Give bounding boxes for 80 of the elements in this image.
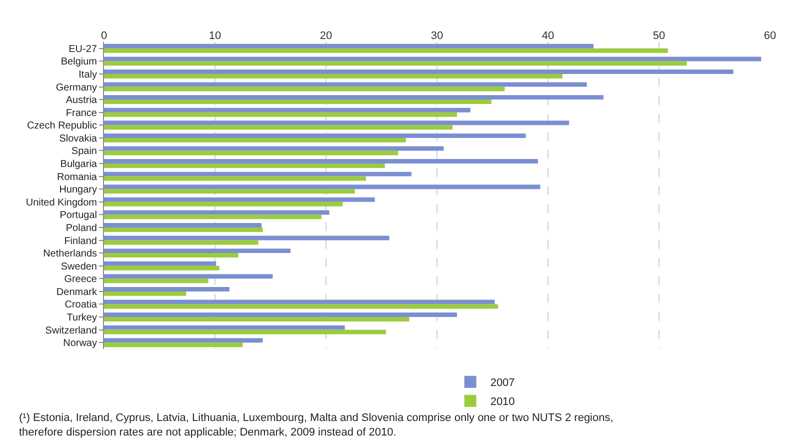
bar: [104, 202, 343, 206]
bar: [104, 312, 457, 318]
y-tick-label: Portugal: [60, 210, 97, 222]
bar: [104, 236, 390, 240]
bar: [104, 286, 230, 292]
bar: [104, 278, 208, 284]
y-tick-label: Denmark: [56, 286, 98, 298]
bar: [104, 150, 398, 156]
y-tick-label: United Kingdom: [26, 197, 97, 208]
y-tick-label: Turkey: [66, 312, 97, 324]
bar: [104, 266, 220, 270]
bar: [104, 189, 355, 194]
bar: [104, 159, 538, 164]
bar: [104, 223, 262, 228]
y-tick-label: Romania: [56, 172, 98, 183]
bar: [104, 338, 263, 343]
y-tick-label: Italy: [78, 69, 97, 80]
x-tick-label: 10: [208, 30, 222, 42]
y-tick-label: Norway: [63, 338, 97, 350]
y-tick-label: Hungary: [59, 184, 97, 196]
bar: [104, 210, 330, 215]
x-tick-label: 60: [764, 30, 776, 42]
bar: [104, 138, 406, 142]
y-tick-label: Belgium: [60, 56, 97, 68]
bar: [104, 261, 216, 266]
bar: [104, 100, 492, 104]
y-tick-label: Poland: [66, 222, 97, 234]
bar: [104, 44, 594, 48]
bar: [104, 125, 453, 130]
y-tick-label: Switzerland: [45, 325, 97, 336]
bar: [104, 82, 587, 87]
x-tick-label: 50: [652, 30, 666, 42]
bar: [104, 112, 457, 117]
bar: [104, 274, 273, 279]
bar: [104, 227, 263, 232]
bar: [104, 48, 668, 53]
y-tick-label: Croatia: [64, 300, 98, 311]
y-tick-label: Spain: [71, 146, 97, 158]
bar: [104, 56, 762, 62]
bar: [104, 74, 562, 78]
legend-label: 2007: [490, 377, 515, 390]
y-tick-label: Netherlands: [43, 248, 97, 260]
y-tick-label: Bulgaria: [60, 159, 98, 170]
bar: [104, 253, 238, 258]
bar: [104, 86, 505, 92]
x-tick-label: 40: [542, 30, 554, 42]
y-tick-label: Finland: [64, 236, 97, 247]
bar: [104, 330, 386, 334]
bar: [104, 176, 366, 181]
x-tick-label: 0: [100, 30, 108, 42]
y-tick-label: Greece: [64, 274, 98, 286]
bar: [104, 120, 570, 126]
bar: [104, 325, 345, 330]
y-tick-label: Slovakia: [59, 133, 98, 144]
bar: [104, 197, 375, 202]
bar: [104, 184, 540, 190]
bar: [104, 164, 385, 168]
y-tick-label: Sweden: [60, 261, 97, 272]
y-tick-label: France: [66, 108, 98, 119]
x-tick-label: 30: [430, 30, 444, 42]
bar: [104, 172, 412, 176]
bar: [104, 291, 186, 296]
y-tick-label: EU-27: [68, 44, 98, 55]
text: (¹) Estonia, Ireland, Cyprus, Latvia, Lithuania, Luxembourg, Malta and Slovenia comprise only one or two NUTS 2 regions, therefore dispersion rates are not applicable; Denmark, 2009 instead of 2010.: [19, 412, 614, 438]
y-tick-label: Germany: [56, 82, 97, 94]
bar: [104, 108, 470, 112]
bar: [104, 95, 604, 100]
bar: [104, 304, 498, 309]
x-tick-label: 20: [320, 30, 332, 42]
bar: [104, 61, 687, 66]
bar: [104, 317, 410, 322]
bar: [104, 214, 322, 220]
bar: [104, 70, 734, 74]
bar: [104, 248, 290, 254]
bar: [104, 133, 526, 138]
y-tick-label: Austria: [66, 95, 98, 106]
legend-label: 2010: [490, 396, 515, 408]
bar: [104, 342, 243, 348]
bar: [104, 240, 258, 245]
y-tick-label: Czech Republic: [26, 120, 97, 132]
